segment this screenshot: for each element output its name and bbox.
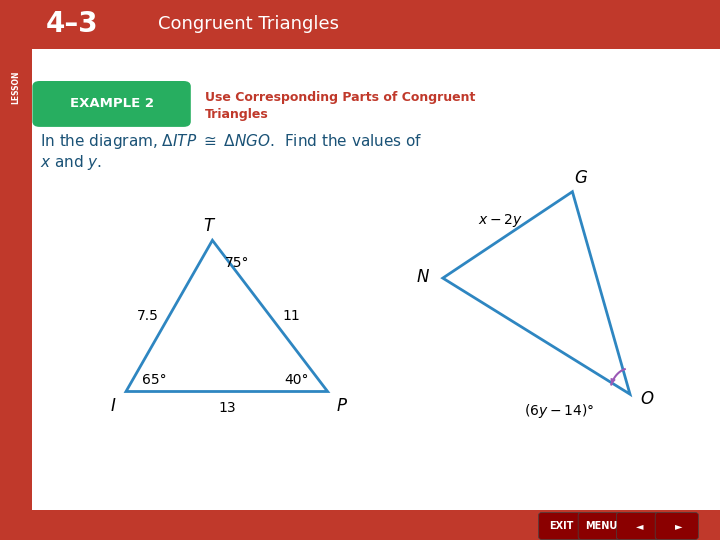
Text: MENU: MENU xyxy=(585,521,617,531)
Text: 65°: 65° xyxy=(142,373,166,387)
Text: LESSON: LESSON xyxy=(12,70,20,104)
Text: ◄: ◄ xyxy=(636,521,643,531)
Text: Use Corresponding Parts of Congruent: Use Corresponding Parts of Congruent xyxy=(205,91,476,104)
Text: 75°: 75° xyxy=(225,256,250,270)
Text: Triangles: Triangles xyxy=(205,108,269,121)
Text: EXIT: EXIT xyxy=(549,521,574,531)
Text: P: P xyxy=(337,396,347,415)
Text: 40°: 40° xyxy=(284,373,309,387)
FancyBboxPatch shape xyxy=(539,512,582,539)
Text: 7.5: 7.5 xyxy=(137,309,158,323)
FancyBboxPatch shape xyxy=(32,81,191,127)
FancyBboxPatch shape xyxy=(655,512,698,539)
Text: $\mathit{x}$ and $\mathit{y}$.: $\mathit{x}$ and $\mathit{y}$. xyxy=(40,152,102,172)
FancyBboxPatch shape xyxy=(0,0,720,49)
FancyBboxPatch shape xyxy=(0,49,32,540)
Text: N: N xyxy=(416,268,429,286)
Text: 11: 11 xyxy=(283,309,300,323)
FancyBboxPatch shape xyxy=(0,510,720,540)
Text: G: G xyxy=(575,168,588,187)
Text: Congruent Triangles: Congruent Triangles xyxy=(158,15,339,33)
Text: In the diagram, $\Delta\mathit{ITP}$ $\cong$ $\Delta\mathit{NGO}$.  Find the val: In the diagram, $\Delta\mathit{ITP}$ $\c… xyxy=(40,132,422,151)
Text: I: I xyxy=(111,396,115,415)
Text: $x - 2y$: $x - 2y$ xyxy=(478,212,523,230)
Text: $(6y - 14)°$: $(6y - 14)°$ xyxy=(524,402,595,421)
Text: 13: 13 xyxy=(218,401,235,415)
Text: EXAMPLE 2: EXAMPLE 2 xyxy=(70,97,153,110)
Text: 4–3: 4–3 xyxy=(45,10,99,38)
FancyBboxPatch shape xyxy=(578,512,621,539)
Text: O: O xyxy=(641,389,654,408)
Text: ►: ► xyxy=(675,521,682,531)
FancyBboxPatch shape xyxy=(616,512,660,539)
Text: T: T xyxy=(204,217,214,235)
